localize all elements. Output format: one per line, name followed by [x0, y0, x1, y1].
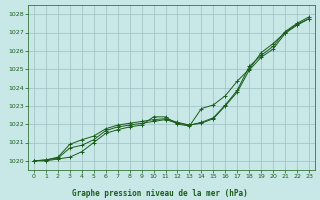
- Text: Graphe pression niveau de la mer (hPa): Graphe pression niveau de la mer (hPa): [72, 189, 248, 198]
